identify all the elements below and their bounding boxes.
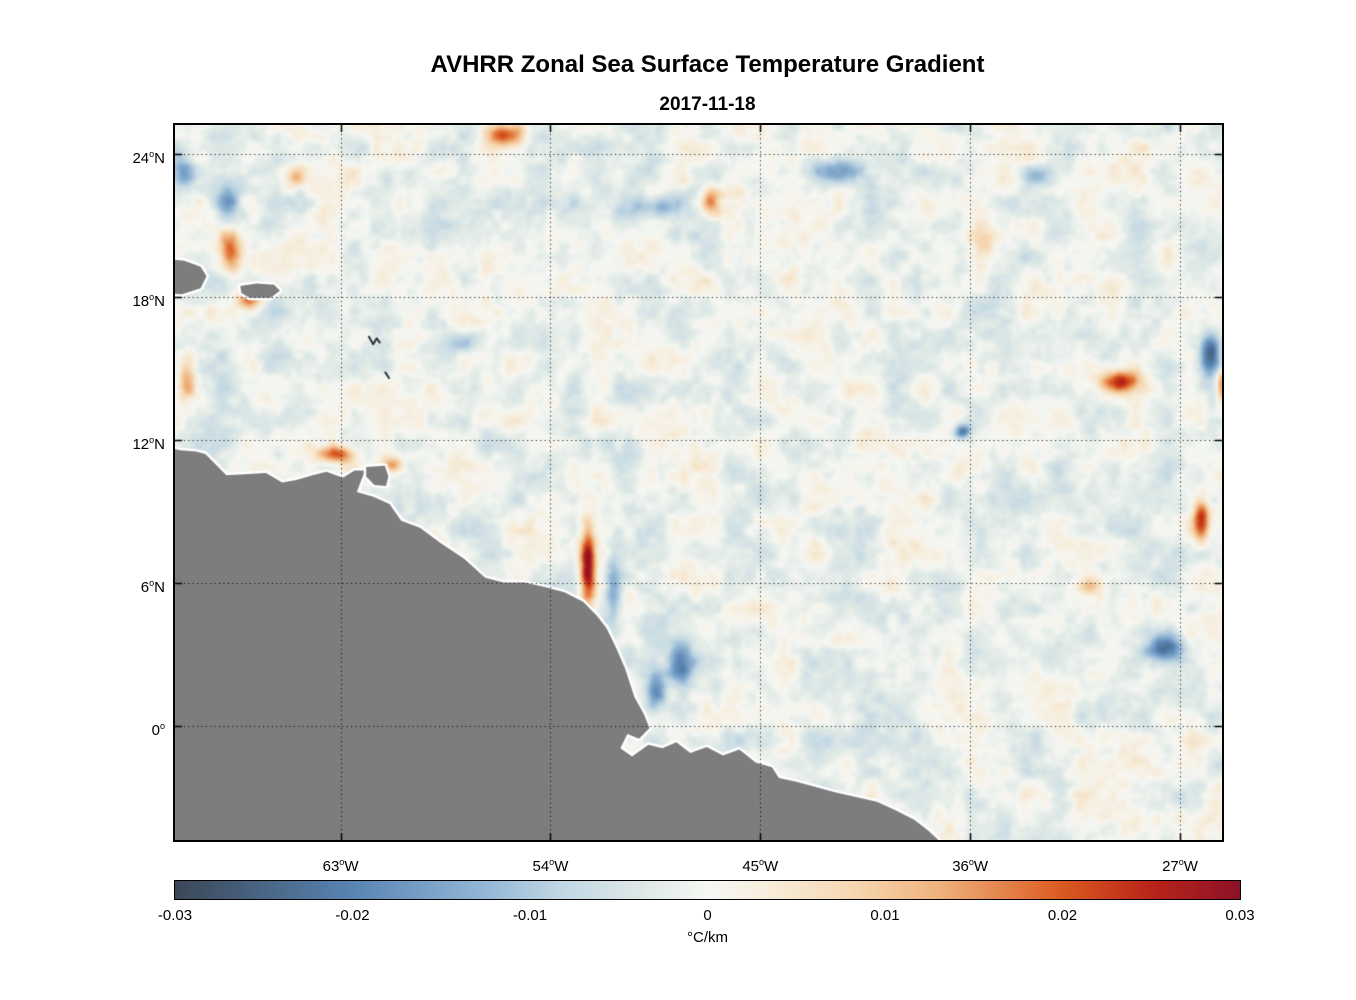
colorbar-unit-label: °C/km [687,929,728,946]
colorbar [174,880,1241,900]
colorbar-tick-label: 0 [703,907,712,924]
x-tick-label: 36oW [952,857,989,875]
colorbar-tick-label: 0.01 [870,907,900,924]
colorbar-tick-label: -0.02 [335,907,370,924]
y-tick-label: 18oN [132,291,165,310]
x-tick-label: 45oW [742,857,779,875]
x-tick-label: 63oW [322,857,359,875]
colorbar-tick-label: -0.01 [512,907,548,924]
figure-title: AVHRR Zonal Sea Surface Temperature Grad… [430,51,985,78]
sst-gradient-heatmap-canvas [175,125,1222,840]
colorbar-tick-label: 0.03 [1225,907,1255,924]
x-tick-label: 54oW [532,857,569,875]
x-tick-label: 27oW [1162,857,1198,875]
y-tick-label: 0o [151,720,165,739]
y-tick-label: 24oN [132,148,165,167]
map-plot-area [173,123,1224,842]
colorbar-gradient [175,881,1240,899]
y-tick-label: 6oN [140,577,165,596]
colorbar-tick-label: -0.03 [157,907,193,924]
figure-subtitle: 2017-11-18 [659,94,756,115]
y-tick-label: 12oN [132,434,165,453]
colorbar-tick-label: 0.02 [1047,907,1078,924]
